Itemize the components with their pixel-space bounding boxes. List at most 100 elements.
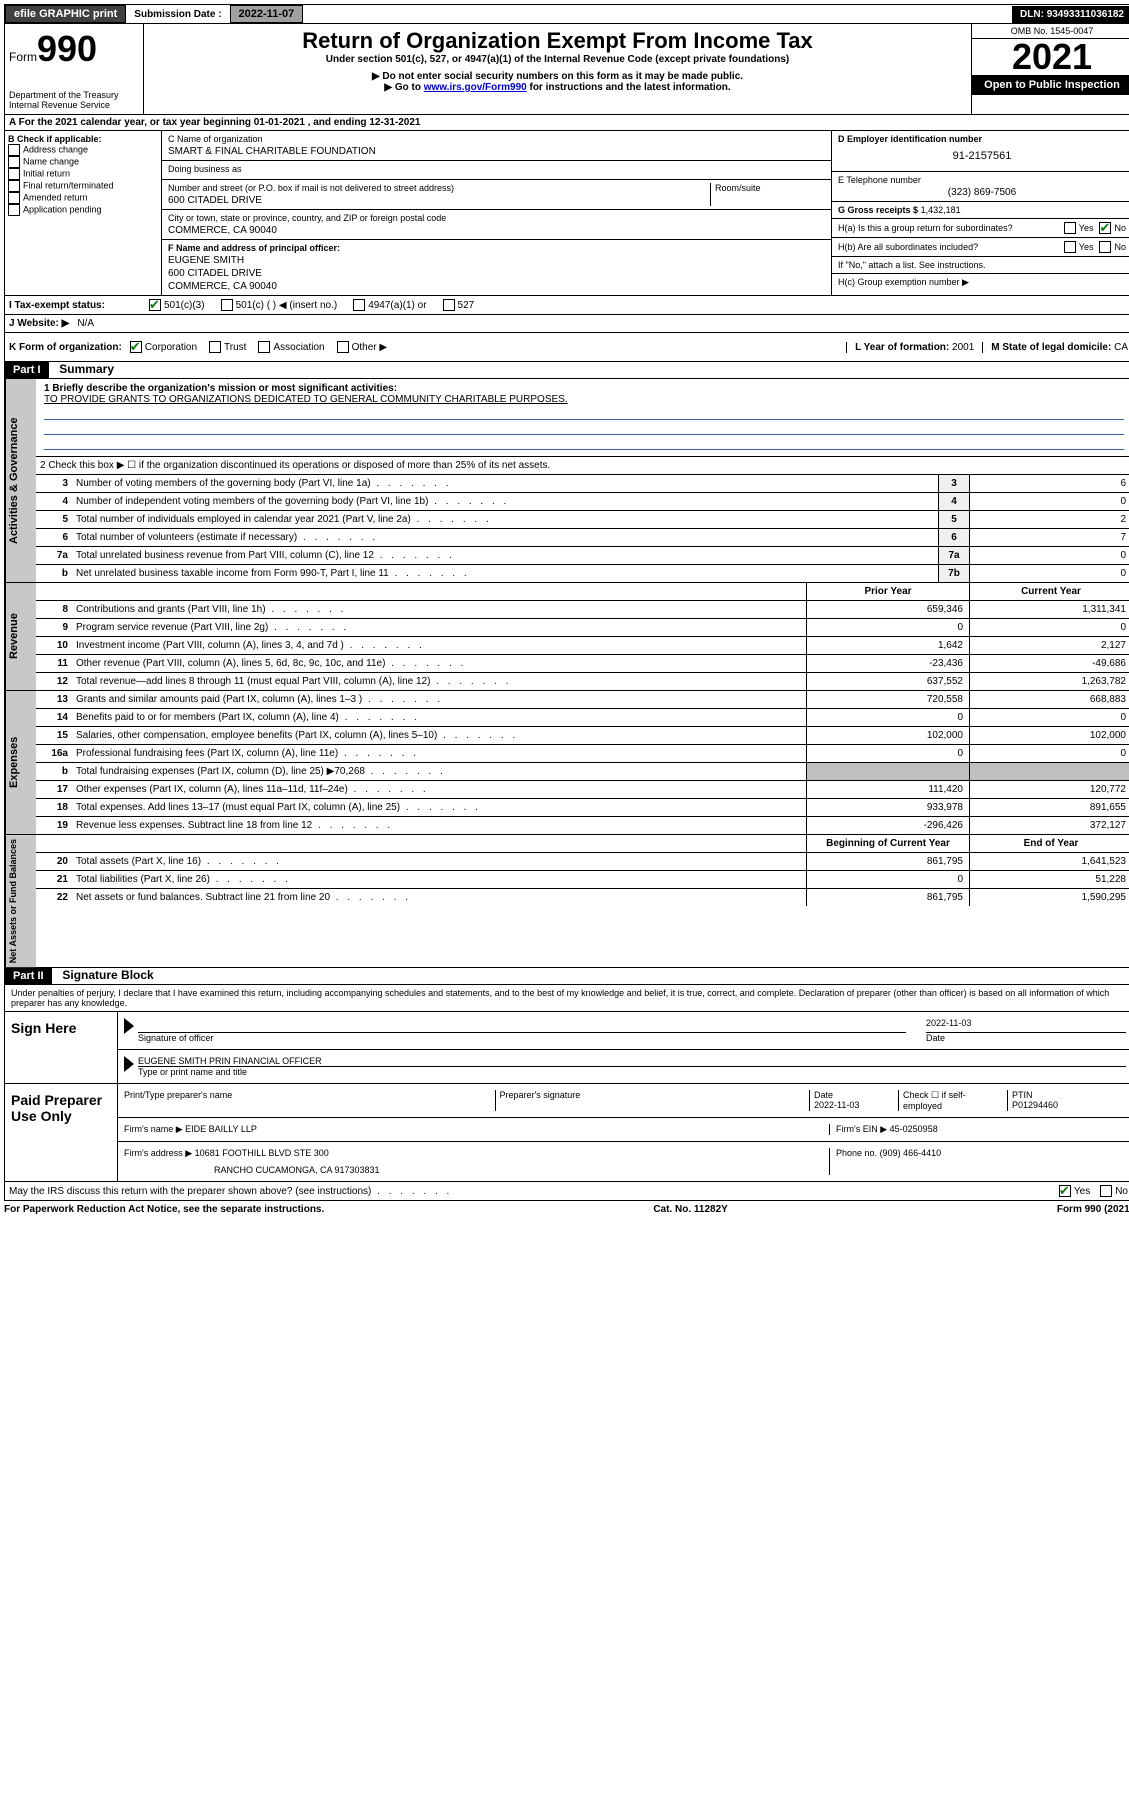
part1-title: Summary [59,362,114,376]
check-501c3[interactable] [149,299,161,311]
current-value: 372,127 [969,817,1129,834]
irs-link[interactable]: www.irs.gov/Form990 [424,82,527,93]
summary-line: 7a Total unrelated business revenue from… [36,547,1129,565]
opt-501c: 501(c) ( ) ◀ (insert no.) [236,300,338,311]
line-text: Total number of individuals employed in … [72,511,938,528]
line-value: 0 [969,547,1129,564]
irs-discuss-text: May the IRS discuss this return with the… [9,1186,1059,1197]
dln-value: 93493311036182 [1047,9,1124,20]
check-initial-return[interactable] [8,168,20,180]
opt-corporation: Corporation [145,342,197,353]
footer-right: Form 990 (2021) [1057,1204,1129,1215]
check-address-change[interactable] [8,144,20,156]
ha-no: No [1114,223,1126,233]
check-app-pending[interactable] [8,204,20,216]
prior-value: -296,426 [806,817,969,834]
summary-line: 11 Other revenue (Part VIII, column (A),… [36,655,1129,673]
summary-line: 8 Contributions and grants (Part VIII, l… [36,601,1129,619]
summary-line: 14 Benefits paid to or for members (Part… [36,709,1129,727]
ptin-value: P01294460 [1012,1100,1122,1110]
line-num: 18 [36,799,72,816]
self-employed-check: Check ☐ if self-employed [899,1090,1008,1111]
ha-label: H(a) Is this a group return for subordin… [838,223,1064,233]
summary-line: 3 Number of voting members of the govern… [36,475,1129,493]
org-name: SMART & FINAL CHARITABLE FOUNDATION [168,144,825,157]
check-trust[interactable] [209,341,221,353]
city-label: City or town, state or province, country… [168,213,825,223]
addr-label: Number and street (or P.O. box if mail i… [168,183,710,193]
hb-yes-check[interactable] [1064,241,1076,253]
line-text: Number of independent voting members of … [72,493,938,510]
opt-association: Association [273,342,324,353]
firm-addr-label: Firm's address ▶ [124,1148,192,1158]
col-b-label: B Check if applicable: [8,134,158,144]
mission-blank-line [44,422,1124,435]
discuss-no-check[interactable] [1100,1185,1112,1197]
summary-line: 13 Grants and similar amounts paid (Part… [36,691,1129,709]
check-association[interactable] [258,341,270,353]
prior-value: 637,552 [806,673,969,690]
current-value: 0 [969,619,1129,636]
check-final-return[interactable] [8,180,20,192]
ha-no-check[interactable] [1099,222,1111,234]
current-value: 120,772 [969,781,1129,798]
line-text: Contributions and grants (Part VIII, lin… [72,601,806,618]
line-num: 15 [36,727,72,744]
line-text: Total fundraising expenses (Part IX, col… [72,763,806,780]
form-header: Form990 Department of the Treasury Inter… [4,24,1129,115]
current-value: 0 [969,745,1129,762]
current-value: 891,655 [969,799,1129,816]
line-num: 8 [36,601,72,618]
submission-date-button[interactable]: 2022-11-07 [230,5,304,23]
check-name-change[interactable] [8,156,20,168]
check-4947[interactable] [353,299,365,311]
current-value [969,763,1129,780]
summary-line: 18 Total expenses. Add lines 13–17 (must… [36,799,1129,817]
current-value: 1,263,782 [969,673,1129,690]
ha-yes-check[interactable] [1064,222,1076,234]
line-value: 6 [969,475,1129,492]
check-other[interactable] [337,341,349,353]
line-num: 20 [36,853,72,870]
prep-sig-label: Preparer's signature [500,1090,805,1100]
prep-name-label: Print/Type preparer's name [124,1090,491,1100]
dba-label: Doing business as [168,164,825,174]
officer-print-name: EUGENE SMITH PRIN FINANCIAL OFFICER [138,1056,1126,1067]
l-value: 2001 [952,342,974,353]
check-527[interactable] [443,299,455,311]
firm-addr2: RANCHO CUCAMONGA, CA 917303831 [124,1159,829,1175]
form-title: Return of Organization Exempt From Incom… [148,28,967,54]
check-501c[interactable] [221,299,233,311]
line-text: Total unrelated business revenue from Pa… [72,547,938,564]
line-box: 7b [938,565,969,582]
line-num: 14 [36,709,72,726]
line-box: 7a [938,547,969,564]
form-prefix: Form [9,50,37,64]
dba-value [168,174,825,176]
section-bcd: B Check if applicable: Address change Na… [4,131,1129,296]
firm-name-value: EIDE BAILLY LLP [185,1124,257,1134]
check-corporation[interactable] [130,341,142,353]
firm-addr1: 10681 FOOTHILL BLVD STE 300 [195,1148,329,1158]
hb-no-check[interactable] [1099,241,1111,253]
check-amended-return[interactable] [8,192,20,204]
summary-line: 4 Number of independent voting members o… [36,493,1129,511]
line-text: Total assets (Part X, line 16) [72,853,806,870]
irs-discuss-row: May the IRS discuss this return with the… [4,1182,1129,1201]
sig-date-label: Date [926,1033,1126,1043]
current-value: 102,000 [969,727,1129,744]
efile-graphic-print-button[interactable]: efile GRAPHIC print [5,5,126,23]
summary-line: 19 Revenue less expenses. Subtract line … [36,817,1129,834]
line-text: Benefits paid to or for members (Part IX… [72,709,806,726]
discuss-yes-check[interactable] [1059,1185,1071,1197]
check-name-change-label: Name change [23,156,79,166]
line-box: 5 [938,511,969,528]
summary-line: 5 Total number of individuals employed i… [36,511,1129,529]
vtab-net-assets: Net Assets or Fund Balances [5,835,36,967]
hc-label: H(c) Group exemption number ▶ [832,274,1129,291]
line-num: 10 [36,637,72,654]
prior-value: 861,795 [806,853,969,870]
row-i-label: I Tax-exempt status: [9,300,149,311]
line-num: 17 [36,781,72,798]
line-text: Salaries, other compensation, employee b… [72,727,806,744]
